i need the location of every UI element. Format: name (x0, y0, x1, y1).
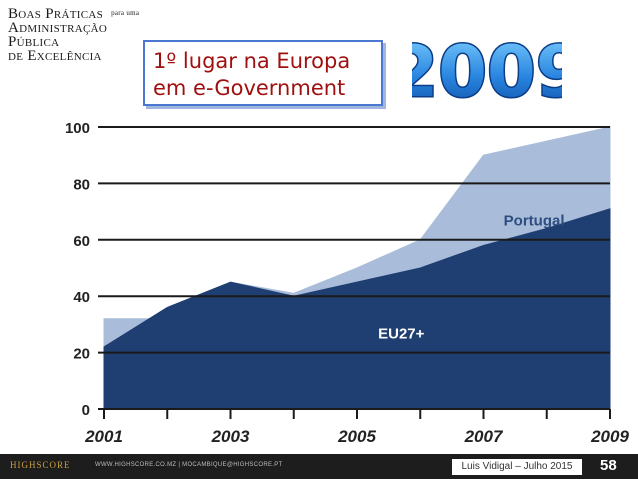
big-year: 2009 (412, 36, 562, 106)
y-tick-label: 40 (73, 289, 90, 306)
x-tick-label: 2001 (84, 427, 123, 446)
page-number: 58 (600, 457, 617, 474)
y-tick-label: 80 (73, 176, 90, 193)
footer-author: Luis Vidigal – Julho 2015 (452, 459, 582, 475)
y-tick-label: 100 (65, 120, 90, 137)
x-tick-label: 2007 (464, 427, 504, 446)
footer: HIGHSCORE WWW.HIGHSCORE.CO.MZ | MOCAMBIQ… (0, 454, 638, 479)
x-tick-label: 2003 (211, 427, 250, 446)
callout-line2: em e-Government (153, 76, 346, 100)
area-chart: 0 20 40 60 80 100 2001 2003 2005 2007 2009 Portugal… (65, 120, 629, 446)
y-tick-label: 0 (82, 402, 90, 419)
footer-web: WWW.HIGHSCORE.CO.MZ | MOCAMBIQUE@HIGHSCO… (95, 462, 283, 468)
x-tick-label: 2009 (590, 427, 629, 446)
logo-line1: Boas Práticas (8, 6, 104, 22)
x-tick-label: 2005 (337, 427, 376, 446)
y-tick-label: 20 (73, 346, 90, 363)
footer-brand: HIGHSCORE (10, 460, 71, 470)
logo-line3: de Excelência (8, 48, 102, 64)
y-tick-label: 60 (73, 233, 90, 250)
callout-line1: 1º lugar na Europa (153, 49, 351, 73)
series-label-portugal: Portugal (504, 213, 565, 230)
big-year-text: 2009 (412, 36, 562, 106)
callout-box: 1º lugar na Europa em e-Government (143, 40, 383, 106)
series-label-eu27: EU27+ (378, 326, 425, 343)
logo-line2: Administração Pública (8, 20, 108, 50)
logo-line1-small: para uma (111, 9, 140, 17)
series-area-eu27- (103, 208, 611, 410)
logo: Boas Práticas para uma Administração Públ… (8, 6, 158, 64)
